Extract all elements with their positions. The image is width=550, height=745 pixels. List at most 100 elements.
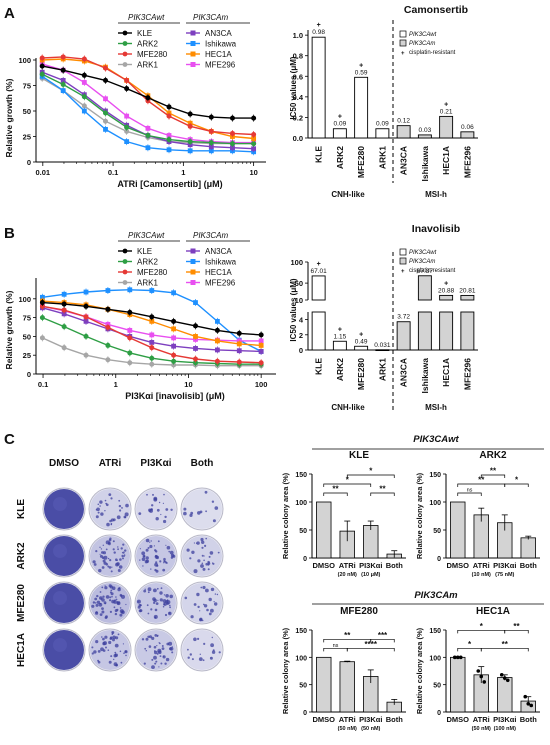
y-axis-label: Relative colony area (%) (415, 472, 424, 559)
x-category-ishikawa: Ishikawa (420, 358, 430, 394)
colony-dot (111, 595, 113, 598)
bar-mfe280 (354, 76, 369, 139)
bar-legend-label-m: PIK3CAm (409, 41, 435, 47)
colony-dot (91, 604, 95, 608)
colony-dot (144, 647, 147, 650)
colony-dot (112, 638, 115, 642)
x-category-an3ca: AN3CA (399, 146, 409, 175)
colony-dot (116, 601, 119, 603)
point-ishikawa (127, 287, 133, 293)
colony-dot (93, 563, 97, 566)
colony-dot (147, 635, 150, 638)
bar-kle (311, 36, 326, 139)
bar-an3ca (396, 321, 411, 351)
value-label-ark1: 0.09 (376, 121, 389, 128)
point-ark2 (124, 124, 130, 130)
point-ark1 (127, 360, 133, 366)
point-mfe280 (187, 123, 193, 129)
plate-stain (53, 544, 67, 558)
colony-dot (96, 507, 100, 512)
bar-ark1 (375, 128, 390, 139)
bar-legend-label-cis: cisplatin-resistant (409, 268, 456, 274)
colony-dot (164, 515, 167, 519)
legend-marker-hec1a (190, 51, 196, 57)
colony-dot (165, 594, 169, 598)
colony-dot (104, 602, 107, 605)
colony-dot (125, 503, 129, 508)
data-point (502, 676, 507, 680)
bar-lower-kle (311, 311, 326, 351)
colony-dot (108, 640, 112, 645)
colony-dot (143, 662, 146, 665)
plate-col-1: ATRi (99, 458, 122, 469)
colony-dot (124, 512, 129, 517)
colony-dot (203, 559, 205, 562)
y-tick-label: 25 (23, 133, 31, 142)
colony-dot (154, 608, 158, 612)
point-mfe280 (102, 65, 108, 71)
colony-chart-ark2: ARK2 Relative colony area (%) 0 50 100 150 DMS… (415, 450, 540, 578)
colony-dot (168, 611, 172, 616)
plate-hec1a-1 (88, 628, 132, 672)
colony-dot (92, 601, 96, 604)
colony-dot (193, 603, 197, 606)
bar-legend-swatch-wt (399, 248, 407, 256)
colony-dot (150, 608, 153, 611)
x-category-mfe296: MFE296 (462, 146, 472, 178)
point-mfe280 (124, 77, 130, 83)
point-ark1 (105, 357, 111, 363)
point-kle (251, 115, 257, 121)
colony-dot (189, 557, 192, 560)
y-tick-label: 10 (295, 296, 303, 305)
significance-label: ** (344, 631, 351, 640)
point-mfe280 (81, 56, 87, 62)
significance-label: ns (333, 643, 339, 649)
colony-dot (145, 538, 150, 543)
y-tick-label: 100 (429, 655, 441, 662)
colony-dot (122, 643, 124, 645)
colony-dot (200, 537, 204, 542)
point-kle (229, 115, 235, 121)
colony-dot (141, 551, 146, 556)
colony-dot (104, 635, 108, 639)
colony-dot (205, 562, 208, 566)
barB-title: Inavolisib (412, 223, 460, 235)
colony-dot (125, 654, 127, 657)
point-an3ca (214, 347, 220, 353)
significance-bracket (370, 492, 395, 496)
colony-dot (100, 548, 103, 550)
colony-dot (155, 550, 158, 553)
y-tick-label: 0 (299, 346, 303, 355)
point-hec1a (171, 326, 177, 332)
colony-dot (162, 605, 165, 608)
colony-dot (157, 599, 159, 602)
colony-dot (99, 613, 103, 616)
point-ishikawa (105, 288, 111, 293)
colony-dot (157, 634, 159, 637)
point-ark2 (105, 342, 111, 348)
point-mfe296 (127, 327, 133, 333)
colony-dot (117, 548, 119, 551)
x-category-label: DMSO (447, 715, 470, 724)
legend-marker-mfe296 (190, 280, 196, 285)
colony-dot (151, 658, 154, 661)
y-tick-label: 4 (299, 316, 304, 325)
point-ark2 (39, 315, 45, 321)
value-label-mfe280: 0.59 (355, 69, 368, 76)
point-ark1 (149, 361, 155, 367)
colony-dot (154, 650, 158, 655)
bar-ark2 (332, 340, 347, 351)
colony-dot (203, 642, 206, 646)
dose-label: (20 nM) (338, 572, 357, 578)
legend-label-an3ca: AN3CA (205, 247, 232, 256)
point-ark2 (102, 110, 108, 116)
colony-dot (111, 566, 113, 568)
colony-dot (146, 493, 148, 496)
significance-label: ** (513, 622, 520, 631)
plate-stain (53, 497, 67, 511)
y-tick-label: 50 (295, 279, 303, 288)
colony-dot (142, 554, 146, 558)
colony-dot (137, 605, 141, 609)
colony-chart-kle: KLE Relative colony area (%) 0 50 100 150 DMSO… (281, 450, 406, 578)
colony-dot (101, 598, 105, 602)
